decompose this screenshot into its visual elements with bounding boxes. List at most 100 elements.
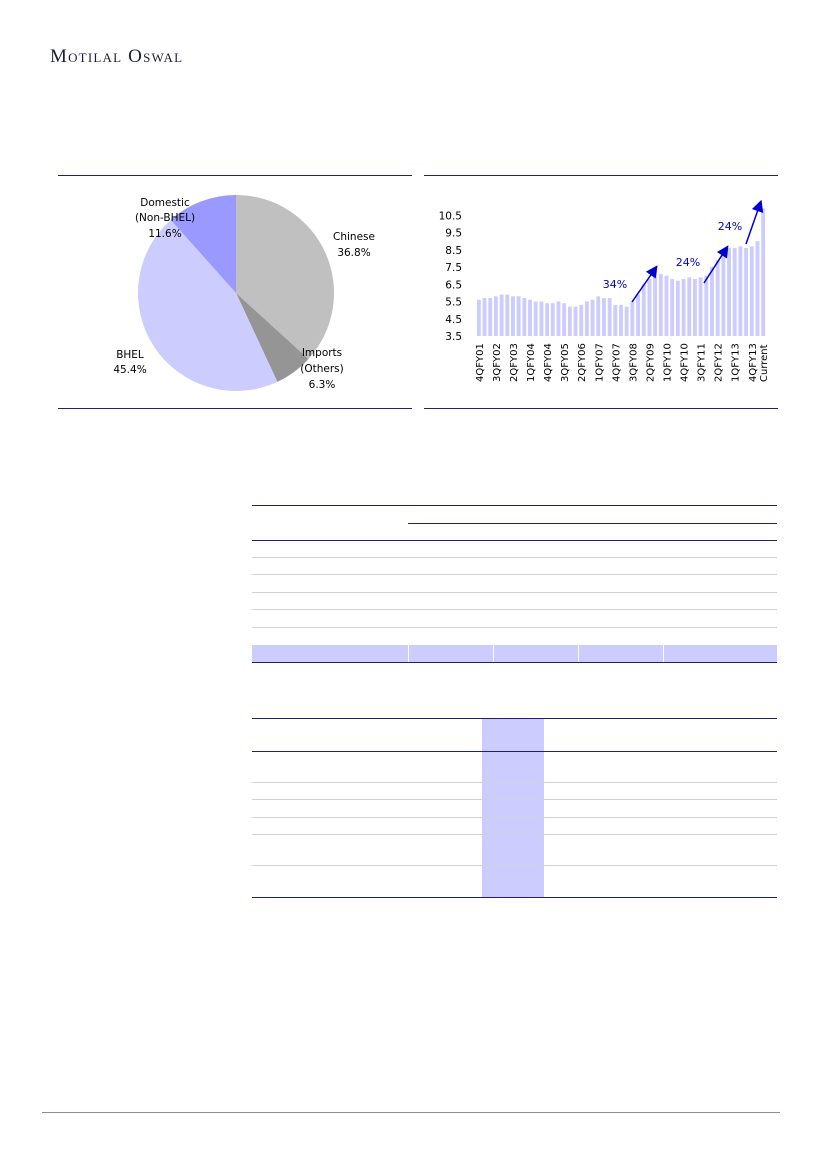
table1-total-row: [252, 645, 777, 662]
bar-Current: [761, 208, 766, 336]
label-bhel-value: 45.4%: [113, 364, 146, 376]
quarterly-bar-chart: 3.5 4.5 5.5 6.5 7.5 8.5 9.5 10.5 4QFY01 3QFY02 2Q…: [424, 178, 778, 406]
bar-1QFY04: [528, 299, 532, 336]
y-tick-label: 9.5: [445, 228, 462, 240]
table2-top-rule: [252, 718, 777, 719]
table1-top-rule: [252, 505, 777, 506]
table1-row-rule: [252, 627, 777, 628]
table2-highlight-column: [482, 718, 544, 897]
pie-top-rule: [58, 175, 412, 176]
label-domestic-value: 11.6%: [148, 228, 181, 240]
bar-1QFY13: [732, 248, 737, 336]
x-tick-label: 3QFY11: [697, 343, 708, 382]
y-tick-label: 4.5: [445, 314, 462, 326]
bar-4QFY01: [476, 299, 481, 336]
table1-row-rule: [252, 609, 777, 610]
brand-logo: Motilal Oswal: [50, 46, 184, 67]
x-tick-label: 1QFY04: [526, 343, 537, 382]
label-imports-value: 6.3%: [309, 379, 336, 391]
bar-3QFY07: [607, 298, 612, 336]
bar-1QFY09: [641, 284, 646, 336]
label-domestic-sub: (Non-BHEL): [135, 212, 195, 224]
y-tick-label: 3.5: [445, 331, 462, 343]
bar-3QFY10: [675, 280, 680, 336]
bar-1QFY02: [482, 298, 487, 336]
bar-2QFY05: [556, 301, 561, 336]
table1-subheader-rule: [408, 523, 777, 524]
x-tick-label: 2QFY09: [645, 343, 656, 382]
y-tick-label: 8.5: [445, 245, 462, 257]
table-1: [252, 505, 777, 665]
bar-3QFY05: [562, 303, 567, 336]
x-tick-label: Current: [759, 344, 770, 382]
bar-3QFY09: [653, 270, 658, 336]
bar-3QFY04: [539, 301, 544, 336]
x-tick-label: 2QFY12: [714, 343, 725, 382]
bar-1QFY08: [619, 304, 623, 336]
bar-2QFY09: [647, 279, 652, 336]
bar-4QFY02: [499, 294, 504, 336]
pie-bottom-rule: [58, 408, 412, 409]
x-tick-label: 3QFY05: [560, 343, 571, 382]
x-tick-label: 4QFY04: [543, 343, 554, 382]
label-imports-sub: (Others): [300, 363, 343, 375]
bar-4QFY11: [704, 275, 709, 337]
bar-2QFY08: [624, 306, 629, 336]
pie-slice-chinese: [236, 195, 334, 360]
table1-row-rule: [252, 574, 777, 575]
bar-4QFY09: [658, 273, 663, 336]
bar-bottom-rule: [424, 408, 778, 409]
bar-2QFY13: [738, 246, 743, 336]
x-tick-label: 2QFY03: [509, 343, 520, 382]
table1-col-divider: [408, 645, 409, 662]
bar-4QFY05: [567, 306, 572, 336]
growth-arrow-2: [703, 245, 729, 284]
x-tick-label: 3QFY08: [628, 343, 639, 382]
bar-4QFY10: [681, 279, 686, 336]
bar-1QFY10: [664, 275, 669, 337]
y-tick-label: 7.5: [445, 262, 462, 274]
x-tick-label: 2QFY06: [577, 343, 588, 382]
bar-2QFY12: [715, 260, 720, 336]
pie-slice-imports-others: [236, 293, 309, 382]
x-tick-label: 3QFY02: [492, 343, 503, 382]
bar-4QFY12: [727, 248, 731, 336]
bar-3QFY11: [698, 277, 703, 336]
x-tick-label: 1QFY07: [594, 343, 605, 382]
y-tick-label: 10.5: [439, 210, 462, 222]
market-share-pie-chart: Chinese 36.8% Imports (Others) 6.3% BHEL…: [58, 178, 412, 406]
bar-1QFY05: [550, 303, 555, 336]
bar-3QFY08: [630, 301, 635, 336]
annotation-24pct-2: 24%: [718, 220, 742, 233]
x-tick-label: 1QFY13: [731, 343, 742, 382]
table1-row-rule: [252, 592, 777, 593]
footer-rule: [42, 1112, 780, 1113]
table1-row-rule: [252, 557, 777, 558]
table2-bottom-rule: [252, 897, 777, 898]
bar-svg: 3.5 4.5 5.5 6.5 7.5 8.5 9.5 10.5 4QFY01 3QFY02 2Q…: [439, 199, 770, 382]
table2-row-rule: [252, 799, 777, 800]
x-tick-label: 4QFY10: [680, 343, 691, 382]
table2-row-rule: [252, 817, 777, 818]
bar-2QFY11: [692, 279, 697, 336]
bar-1QFY12: [710, 267, 714, 336]
table1-col-divider: [663, 645, 664, 662]
bar-2QFY07: [602, 298, 606, 336]
table-2: [252, 718, 777, 900]
bar-3QFY12: [721, 251, 726, 336]
bar-3QFY02: [493, 296, 498, 336]
bar-4QFY04: [545, 303, 550, 336]
table1-col-divider: [493, 645, 494, 662]
annotation-24pct-1: 24%: [676, 256, 700, 269]
bar-4QFY06: [590, 299, 595, 336]
y-tick-label: 6.5: [445, 279, 462, 291]
label-imports-name: Imports: [302, 347, 342, 359]
table1-header-rule: [252, 540, 777, 541]
bar-1QFY06: [573, 306, 578, 336]
bar-3QFY13: [744, 248, 749, 336]
x-tick-label: 4QFY13: [748, 343, 759, 382]
table1-bottom-rule: [252, 662, 777, 663]
bar-1QFY07: [596, 296, 601, 336]
bar-3QFY03: [516, 296, 521, 336]
label-chinese-value: 36.8%: [337, 247, 370, 259]
